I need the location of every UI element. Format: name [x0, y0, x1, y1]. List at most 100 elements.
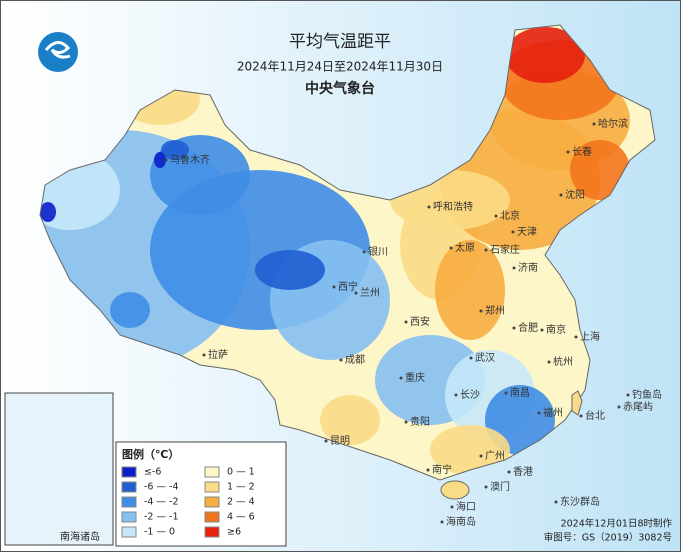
temperature-patch	[40, 202, 56, 222]
city-label: 哈尔滨	[598, 117, 628, 130]
city-label: 天津	[517, 226, 537, 238]
city-marker	[339, 358, 343, 362]
city-marker	[574, 335, 578, 339]
city-label: 济南	[518, 261, 538, 274]
city-marker	[202, 353, 206, 357]
city-marker	[579, 414, 583, 418]
city-marker	[559, 193, 563, 197]
legend-label: 2 — 4	[227, 497, 255, 508]
city-marker	[404, 420, 408, 424]
legend-title: 图例（℃）	[122, 447, 179, 461]
legend-swatch	[121, 511, 137, 523]
city-marker	[537, 411, 541, 415]
date-range: 2024年11月24日至2024年11月30日	[237, 60, 443, 74]
legend-label: ≤-6	[144, 467, 161, 478]
legend-label: 0 — 1	[227, 467, 255, 478]
city-marker	[469, 356, 473, 360]
city-marker	[479, 454, 483, 458]
hainan	[440, 480, 470, 500]
legend-swatch	[121, 466, 137, 478]
city-label: 沈阳	[565, 188, 585, 201]
legend-swatch	[121, 526, 137, 538]
china-border	[39, 24, 656, 481]
city-label: 广州	[485, 450, 505, 462]
city-marker	[454, 393, 458, 397]
agency: 中央气象台	[305, 80, 375, 97]
city-label: 澳门	[490, 480, 510, 493]
temperature-patch	[435, 240, 505, 340]
city-marker	[404, 320, 408, 324]
city-marker	[626, 393, 630, 397]
city-label: 重庆	[405, 371, 425, 384]
legend-label: -6 — -4	[144, 482, 178, 493]
temperature-patch	[320, 395, 380, 445]
city-label: 台北	[585, 409, 605, 422]
city-label: 呼和浩特	[433, 201, 473, 213]
legend-label: -2 — -1	[144, 512, 178, 523]
title: 平均气温距平	[289, 32, 391, 52]
temperature-patch	[570, 140, 630, 200]
city-label: 海南岛	[446, 515, 476, 528]
legend-swatch	[204, 496, 220, 508]
city-marker	[354, 291, 358, 295]
city-marker	[507, 470, 511, 474]
city-marker	[504, 391, 508, 395]
city-label: 兰州	[360, 286, 380, 299]
city-label: 香港	[513, 466, 533, 478]
city-marker	[450, 505, 454, 509]
city-label: 郑州	[485, 304, 505, 317]
city-marker	[479, 309, 483, 313]
city-marker	[324, 439, 328, 443]
legend-swatch	[204, 526, 220, 538]
city-marker	[512, 266, 516, 270]
city-marker	[512, 326, 516, 330]
city-marker	[484, 248, 488, 252]
taiwan	[571, 390, 583, 416]
inset-box	[4, 392, 114, 546]
legend-label: ≥6	[227, 527, 241, 538]
inset-label: 南海诸岛	[60, 530, 100, 543]
city-marker	[484, 485, 488, 489]
city-label: 南昌	[510, 386, 530, 399]
city-label: 钓鱼岛	[632, 388, 662, 401]
legend-label: -1 — 0	[144, 527, 175, 538]
city-marker	[426, 468, 430, 472]
city-marker	[332, 285, 336, 289]
city-label: 赤尾屿	[623, 401, 653, 413]
temperature-patch	[255, 250, 325, 290]
city-label: 乌鲁木齐	[170, 153, 210, 166]
city-label: 昆明	[330, 435, 350, 447]
city-marker	[511, 230, 515, 234]
city-label: 长沙	[460, 389, 480, 401]
temperature-patch	[430, 425, 510, 475]
city-label: 南京	[546, 323, 566, 336]
city-label: 东沙群岛	[560, 495, 600, 508]
temperature-patch	[505, 27, 585, 83]
temperature-patch	[110, 292, 150, 328]
city-label: 南宁	[432, 463, 452, 476]
footer-made: 2024年12月01日8时制作	[561, 518, 673, 530]
city-marker	[540, 328, 544, 332]
legend-label: 4 — 6	[227, 512, 255, 523]
city-label: 合肥	[518, 321, 538, 334]
city-marker	[554, 500, 558, 504]
legend-swatch	[121, 481, 137, 493]
city-marker	[592, 122, 596, 126]
city-label: 成都	[345, 354, 365, 366]
city-marker	[399, 376, 403, 380]
city-marker	[566, 150, 570, 154]
city-marker	[164, 158, 168, 162]
city-label: 西安	[410, 315, 430, 328]
legend-label: 1 — 2	[227, 482, 255, 493]
legend-swatch	[204, 481, 220, 493]
city-label: 石家庄	[490, 243, 520, 256]
city-marker	[547, 360, 551, 364]
logo-mark	[44, 41, 71, 59]
city-label: 北京	[500, 209, 520, 222]
city-label: 福州	[543, 406, 563, 419]
city-marker	[362, 250, 366, 254]
city-label: 西宁	[338, 280, 358, 293]
temperature-patch	[161, 140, 189, 160]
city-marker	[449, 246, 453, 250]
